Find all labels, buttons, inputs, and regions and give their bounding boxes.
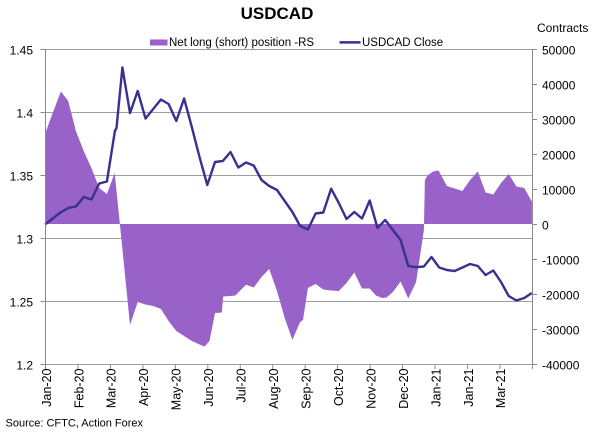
svg-text:Aug-20: Aug-20 <box>267 368 281 408</box>
svg-text:Jun-20: Jun-20 <box>202 368 216 406</box>
svg-text:Jan-21: Jan-21 <box>462 368 476 406</box>
svg-text:1.2: 1.2 <box>16 359 33 373</box>
svg-text:Contracts: Contracts <box>537 21 588 35</box>
svg-text:-10000: -10000 <box>542 254 580 268</box>
svg-text:1.45: 1.45 <box>10 44 34 58</box>
svg-text:20000: 20000 <box>542 149 576 163</box>
svg-text:Jan-21: Jan-21 <box>429 368 443 406</box>
svg-text:0: 0 <box>542 219 549 233</box>
svg-text:Nov-20: Nov-20 <box>364 368 378 408</box>
svg-text:Mar-21: Mar-21 <box>494 368 508 408</box>
svg-text:Jul-20: Jul-20 <box>235 368 249 402</box>
svg-text:-20000: -20000 <box>542 289 580 303</box>
svg-text:Jan-20: Jan-20 <box>40 368 54 406</box>
svg-text:Oct-20: Oct-20 <box>332 368 346 406</box>
svg-text:40000: 40000 <box>542 79 576 93</box>
svg-text:-30000: -30000 <box>542 324 580 338</box>
svg-text:Apr-20: Apr-20 <box>137 368 151 406</box>
svg-text:Source: CFTC, Action Forex: Source: CFTC, Action Forex <box>6 418 144 430</box>
svg-text:50000: 50000 <box>542 44 576 58</box>
svg-text:1.3: 1.3 <box>16 233 33 247</box>
svg-text:1.4: 1.4 <box>16 107 33 121</box>
svg-text:USDCAD Close: USDCAD Close <box>362 37 443 49</box>
svg-text:Sep-20: Sep-20 <box>300 368 314 408</box>
svg-text:1.25: 1.25 <box>10 296 34 310</box>
svg-text:10000: 10000 <box>542 184 576 198</box>
svg-text:-40000: -40000 <box>542 359 580 373</box>
svg-text:Dec-20: Dec-20 <box>397 368 411 408</box>
svg-text:30000: 30000 <box>542 114 576 128</box>
svg-text:USDCAD: USDCAD <box>241 4 314 23</box>
svg-text:1.35: 1.35 <box>10 170 34 184</box>
svg-text:Net long (short) position -RS: Net long (short) position -RS <box>169 37 314 49</box>
svg-text:May-20: May-20 <box>170 368 184 410</box>
svg-text:Feb-20: Feb-20 <box>72 368 86 408</box>
svg-text:Mar-20: Mar-20 <box>105 368 119 408</box>
